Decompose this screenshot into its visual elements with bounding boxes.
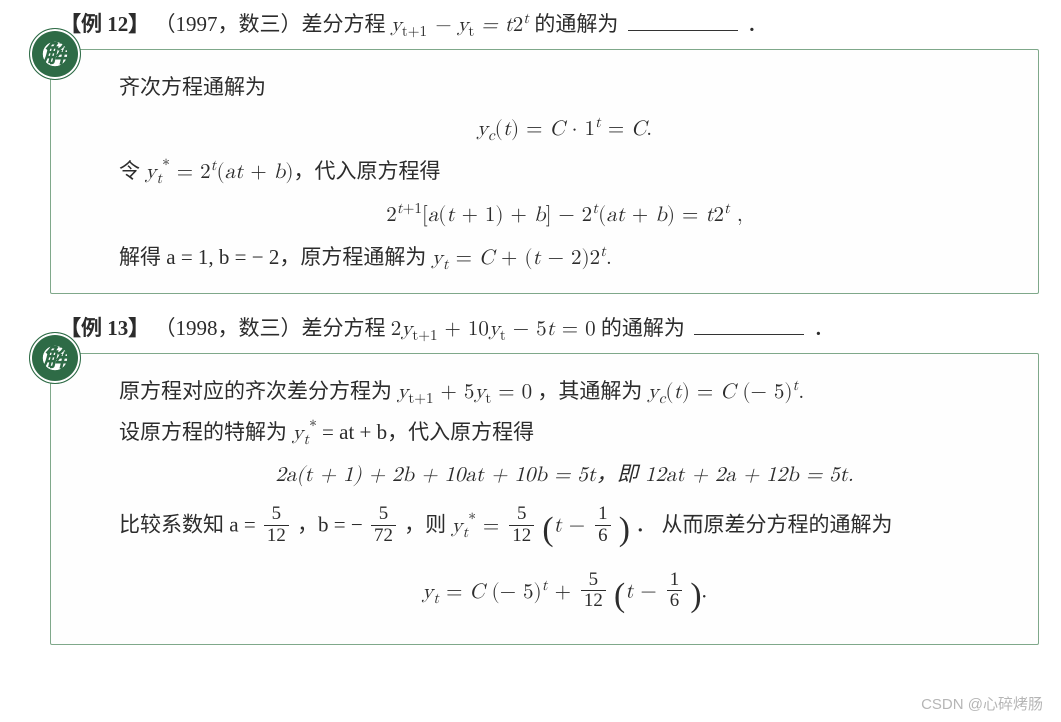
badge-text: 解 [42, 333, 68, 382]
example-13-equation: 2yt+1 + 10yt − 5t = 0 [391, 319, 596, 340]
example-13-header: 【例 13】 （1998，数三）差分方程 2yt+1 + 10yt − 5t =… [60, 312, 1041, 347]
sol13-eq1: 2a(t + 1) + 2b + 10at + 10b = 5t，即 12at … [119, 455, 1010, 496]
solution-badge: 解 [29, 28, 81, 80]
solution-box-13: 解 原方程对应的齐次差分方程为 yt+1 + 5yt = 0 ，其通解为 yc(… [50, 353, 1039, 645]
sol13-line3: 比较系数知 a = 512 ，b = − 572 ，则 yt* = 512 (t… [119, 498, 1010, 562]
example-13-period: ． [813, 316, 834, 340]
solution-box-12: 解 齐次方程通解为 yc(t) = C · 1t = C. 令 yt* = 2t… [50, 49, 1039, 294]
sol13-eq2: yt = C (− 5)t + 512 (t − 16 ). [119, 564, 1010, 628]
sol13-line1: 原方程对应的齐次差分方程为 yt+1 + 5yt = 0 ，其通解为 yc(t)… [119, 372, 1010, 413]
sol12-eq1: yc(t) = C · 1t = C. [119, 109, 1010, 150]
example-12-source: （1997，数三）差分方程 [155, 12, 391, 36]
example-12-header: 【例 12】 （1997，数三）差分方程 yt+1 − yt = t2t 的通解… [60, 8, 1041, 43]
example-12-equation: yt+1 − yt = t2t [391, 15, 529, 36]
blank-line [694, 334, 804, 335]
example-13-label: 【例 13】 [60, 316, 149, 340]
sol12-line3: 解得 a = 1, b = − 2，原方程通解为 yt = C + (t − 2… [119, 238, 1010, 279]
example-12-period: ． [747, 12, 768, 36]
sol12-line1: 齐次方程通解为 [119, 68, 1010, 108]
sol12-line2: 令 yt* = 2t(at + b)，代入原方程得 [119, 152, 1010, 193]
blank-line [628, 30, 738, 31]
solution-badge: 解 [29, 332, 81, 384]
sol12-eq2: 2t+1[a(t + 1) + b] − 2t(at + b) = t2t , [119, 195, 1010, 236]
sol13-line2: 设原方程的特解为 yt* = at + b，代入原方程得 [119, 413, 1010, 454]
badge-text: 解 [42, 29, 68, 78]
example-13-source: （1998，数三）差分方程 [155, 316, 391, 340]
example-12-label: 【例 12】 [60, 12, 149, 36]
example-13-tail: 的通解为 [601, 316, 685, 340]
watermark: CSDN @心碎烤肠 [921, 693, 1043, 714]
example-12-tail: 的通解为 [534, 12, 618, 36]
